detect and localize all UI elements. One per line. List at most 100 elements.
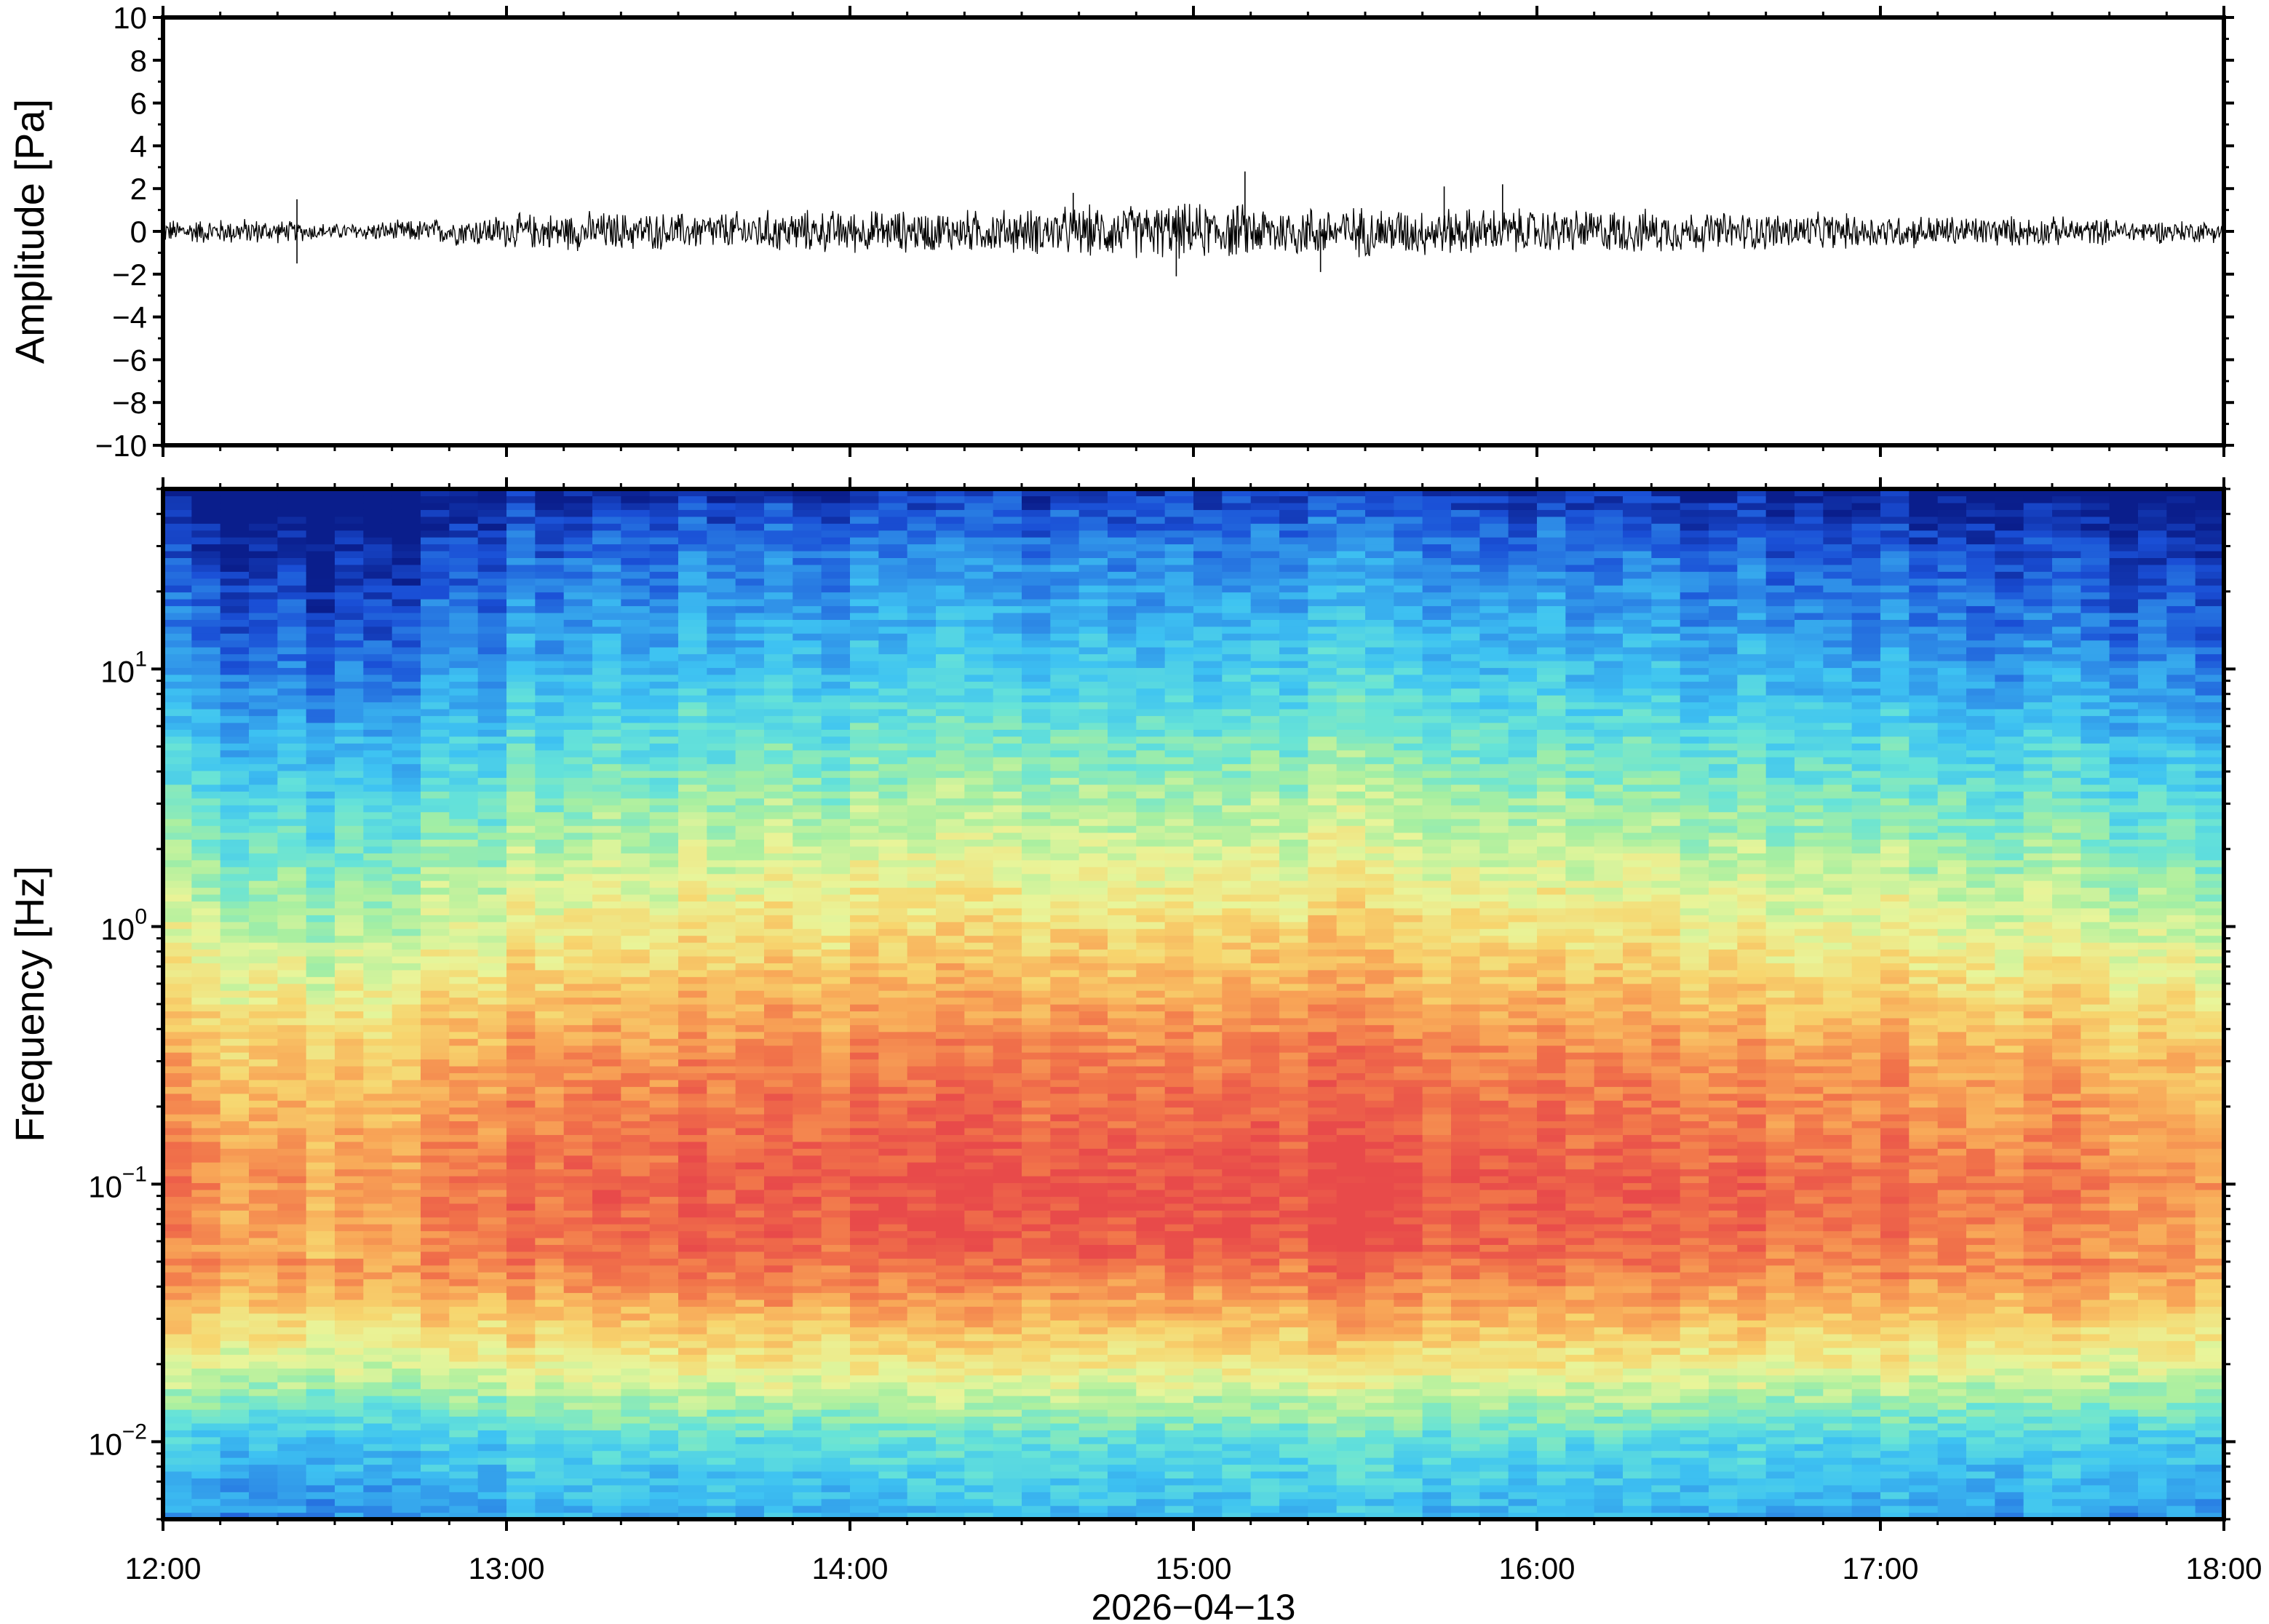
spectrogram-cell [1022, 784, 1051, 792]
spectrogram-cell [563, 1217, 593, 1225]
spectrogram-cell [563, 1348, 593, 1356]
spectrogram-cell [277, 771, 307, 779]
spectrogram-cell [449, 935, 479, 943]
spectrogram-cell [421, 1182, 450, 1190]
spectrogram-cell [936, 605, 965, 613]
spectrogram-cell [907, 1512, 937, 1520]
spectrogram-cell [277, 777, 307, 785]
spectrogram-cell [707, 667, 736, 675]
spectrogram-cell [220, 619, 250, 627]
spectrogram-cell [392, 1093, 421, 1101]
spectrogram-cell [163, 626, 192, 634]
spectrogram-cell [449, 578, 479, 586]
spectrogram-cell [850, 1141, 879, 1149]
spectrogram-cell [993, 949, 1022, 957]
spectrogram-cell [850, 674, 879, 682]
spectrogram-cell [249, 907, 278, 915]
spectrogram-cell [191, 1478, 221, 1486]
spectrogram-cell [907, 1498, 937, 1506]
spectrogram-cell [678, 1169, 707, 1177]
spectrogram-cell [850, 963, 879, 971]
spectrogram-cell [621, 502, 651, 510]
spectrogram-cell [735, 1182, 765, 1190]
spectrogram-cell [592, 997, 621, 1005]
spectrogram-cell [535, 605, 565, 613]
spectrogram-cell [477, 907, 507, 915]
spectrogram-cell [649, 1100, 679, 1108]
spectrogram-cell [1050, 1224, 1080, 1232]
spectrogram-cell [363, 1306, 393, 1314]
spectrogram-cell [335, 1189, 364, 1197]
spectrogram-cell [1050, 935, 1080, 943]
spectrogram-cell [563, 709, 593, 717]
spectrogram-cell [1022, 811, 1051, 819]
spectrogram-cell [764, 853, 793, 861]
spectrogram-cell [850, 1402, 879, 1410]
spectrogram-cell [907, 1134, 937, 1142]
spectrogram-cell [306, 1292, 335, 1300]
spectrogram-cell [821, 1100, 851, 1108]
spectrogram-cell [649, 1031, 679, 1039]
spectrogram-cell [477, 1470, 507, 1478]
spectrogram-cell [621, 1189, 651, 1197]
spectrogram-cell [535, 757, 565, 765]
spectrogram-cell [592, 832, 621, 840]
spectrogram-cell [993, 722, 1022, 730]
spectrogram-cell [1050, 681, 1080, 689]
spectrogram-cell [649, 1444, 679, 1452]
spectrogram-cell [249, 1340, 278, 1348]
spectrogram-cell [449, 942, 479, 950]
spectrogram-cell [306, 1011, 335, 1019]
spectrogram-cell [277, 907, 307, 915]
spectrogram-cell [735, 1396, 765, 1404]
spectrogram-cell [764, 674, 793, 682]
spectrogram-cell [477, 1292, 507, 1300]
spectrogram-cell [449, 1072, 479, 1080]
spectrogram-cell [506, 1313, 536, 1321]
spectrogram-cell [764, 1313, 793, 1321]
spectrogram-cell [506, 880, 536, 888]
spectrogram-cell [421, 1100, 450, 1108]
spectrogram-cell [878, 949, 908, 957]
spectrogram-cell [878, 647, 908, 655]
spectrogram-cell [1050, 963, 1080, 971]
spectrogram-cell [1050, 749, 1080, 757]
spectrogram-cell [1050, 1017, 1080, 1025]
spectrogram-cell [764, 845, 793, 853]
spectrogram-cell [649, 963, 679, 971]
spectrogram-cell [621, 550, 651, 558]
spectrogram-cell [421, 983, 450, 991]
spectrogram-cell [449, 845, 479, 853]
spectrogram-cell [592, 1011, 621, 1019]
spectrogram-cell [964, 832, 994, 840]
spectrogram-cell [792, 1450, 822, 1458]
spectrogram-cell [764, 935, 793, 943]
spectrogram-cell [563, 1492, 593, 1500]
spectrogram-cell [363, 853, 393, 861]
spectrogram-cell [678, 509, 707, 517]
spectrogram-cell [907, 661, 937, 669]
spectrogram-cell [191, 901, 221, 909]
spectrogram-cell [335, 1079, 364, 1087]
spectrogram-cell [335, 516, 364, 524]
spectrogram-cell [764, 1430, 793, 1438]
spectrogram-cell [907, 1368, 937, 1376]
spectrogram-cell [535, 661, 565, 669]
spectrogram-cell [678, 633, 707, 641]
spectrogram-cell [249, 681, 278, 689]
spectrogram-cell [335, 1416, 364, 1424]
spectrogram-cell [821, 880, 851, 888]
spectrogram-cell [535, 990, 565, 998]
spectrogram-cell [850, 612, 879, 620]
spectrogram-cell [392, 1430, 421, 1438]
spectrogram-cell [649, 736, 679, 744]
spectrogram-cell [306, 1038, 335, 1046]
spectrogram-cell [964, 640, 994, 648]
spectrogram-cell [277, 1430, 307, 1438]
spectrogram-cell [993, 1189, 1022, 1197]
spectrogram-cell [249, 571, 278, 579]
spectrogram-cell [936, 516, 965, 524]
spectrogram-cell [850, 1464, 879, 1472]
spectrogram-cell [249, 729, 278, 737]
spectrogram-cell [306, 1450, 335, 1458]
